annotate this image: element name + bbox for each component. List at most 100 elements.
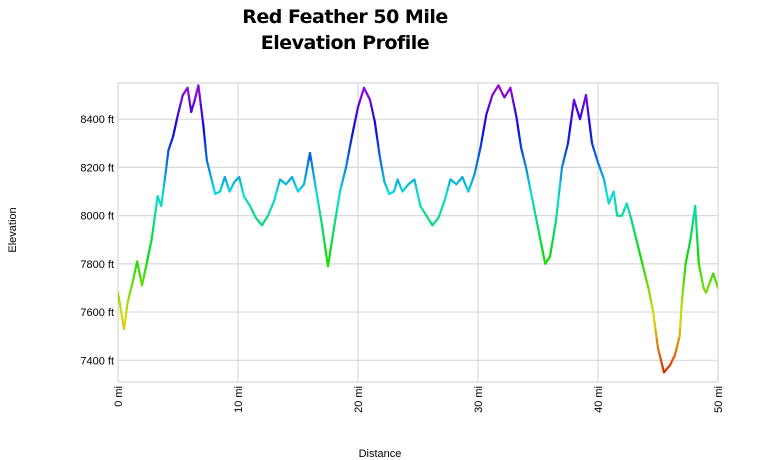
elevation-line-segment <box>586 106 591 121</box>
elevation-line-segment <box>587 118 592 133</box>
x-axis-label: Distance <box>359 448 402 460</box>
elevation-line-segment <box>331 226 336 239</box>
elevation-line-segment <box>473 166 477 176</box>
elevation-line-segment <box>352 120 357 130</box>
elevation-line-segment <box>200 113 205 126</box>
elevation-line-segment <box>323 244 328 258</box>
elevation-line-segment <box>119 309 124 322</box>
elevation-line-segment <box>374 128 379 140</box>
elevation-line-segment <box>161 191 165 201</box>
elevation-line-segment <box>203 140 207 153</box>
elevation-line-segment <box>568 120 573 134</box>
elevation-line-segment <box>680 289 685 302</box>
x-tick-label: 20 mi <box>353 386 365 413</box>
elevation-line-segment <box>124 307 128 317</box>
elevation-line-segment <box>378 154 382 164</box>
elevation-line-segment <box>152 216 156 230</box>
elevation-line-segment <box>554 206 559 222</box>
y-tick-labels: 7400 ft 7600 ft 7800 ft 8000 ft 8200 ft 8400 … <box>80 114 114 367</box>
elevation-line-segment <box>551 228 556 240</box>
elevation-line-segment <box>513 108 518 118</box>
elevation-line-segment <box>147 245 152 256</box>
elevation-line-segment <box>416 191 420 201</box>
elevation-line-segment <box>118 300 123 312</box>
elevation-line-segment <box>332 217 337 229</box>
elevation-line-segment <box>414 184 419 194</box>
elevation-line-segment <box>346 150 351 161</box>
elevation-line-segment <box>329 236 334 249</box>
elevation-line-segment <box>681 280 685 293</box>
elevation-line-segment <box>512 101 517 111</box>
elevation-line-segment <box>689 230 693 241</box>
y-tick-label: 7800 ft <box>80 259 114 271</box>
elevation-line-segment <box>518 139 523 150</box>
elevation-line-segment <box>653 320 657 332</box>
elevation-line-segment <box>515 115 519 126</box>
elevation-line-segment <box>199 103 204 116</box>
elevation-line-segment <box>474 160 479 170</box>
elevation-line-segment <box>125 301 129 311</box>
elevation-line-segment <box>314 187 319 200</box>
elevation-line-segment <box>380 167 385 177</box>
elevation-line-segment <box>682 271 686 284</box>
elevation-line-segment <box>162 178 166 188</box>
elevation-line-segment <box>322 234 327 247</box>
elevation-line-segment <box>654 329 658 341</box>
elevation-line-segment <box>164 163 168 174</box>
elevation-line-segment <box>334 208 339 220</box>
x-tick-label: 50 mi <box>713 386 725 413</box>
elevation-line-segment <box>679 317 682 329</box>
elevation-line-segment <box>302 175 307 186</box>
elevation-line-segment <box>557 179 562 196</box>
y-tick-label: 8200 ft <box>80 162 114 174</box>
elevation-line-segment <box>335 199 340 211</box>
elevation-line-segment <box>317 206 322 218</box>
elevation-line-segment <box>326 255 331 268</box>
y-tick-label: 7600 ft <box>80 307 114 319</box>
plot-area <box>117 82 719 383</box>
elevation-line-segment <box>350 127 355 138</box>
elevation-line-segment <box>694 204 698 222</box>
y-tick-label: 8400 ft <box>80 114 114 126</box>
elevation-line-segment <box>337 190 342 202</box>
elevation-line-segment <box>161 184 165 194</box>
x-tick-labels: 0 mi 10 mi 20 mi 30 mi 40 mi 50 mi <box>113 386 725 413</box>
elevation-line-segment <box>679 307 683 320</box>
elevation-line-segment <box>556 192 561 209</box>
elevation-line-segment <box>479 138 483 150</box>
elevation-line-segment <box>122 321 127 331</box>
elevation-line-segment <box>304 167 309 178</box>
chart-title-line-2: Elevation Profile <box>260 32 430 54</box>
elevation-line-segment <box>204 150 208 162</box>
y-tick-label: 8000 ft <box>80 211 114 223</box>
elevation-line-segment <box>696 248 700 265</box>
elevation-line-segment <box>166 149 170 159</box>
x-tick-label: 30 mi <box>473 386 485 413</box>
elevation-line-segment <box>146 253 150 263</box>
elevation-line-segment <box>695 233 700 251</box>
elevation-line-segment <box>550 237 555 249</box>
elevation-line-segment <box>376 137 380 148</box>
elevation-line-segment <box>516 123 520 134</box>
elevation-line-segment <box>344 158 349 169</box>
elevation-line-segment <box>477 147 482 156</box>
chart-title-line-1: Red Feather 50 Mile <box>242 6 448 28</box>
x-gridlines <box>237 83 599 382</box>
elevation-line-segment <box>313 178 318 191</box>
elevation-line-segment <box>379 160 384 170</box>
elevation-line-segment <box>349 134 354 145</box>
elevation-line-segment <box>655 338 660 350</box>
elevation-line-segment <box>319 215 324 227</box>
elevation-line-segment <box>320 224 325 237</box>
elevation-line-segment <box>202 122 206 135</box>
elevation-line-segment <box>310 160 315 173</box>
x-tick-label: 40 mi <box>593 386 605 413</box>
elevation-line-segment <box>683 262 687 274</box>
x-tick-label: 0 mi <box>113 386 125 407</box>
elevation-line-segment <box>165 156 169 167</box>
elevation-line-segment <box>559 166 564 182</box>
elevation-line-segment <box>482 121 486 133</box>
elevation-line-segment <box>690 221 694 233</box>
